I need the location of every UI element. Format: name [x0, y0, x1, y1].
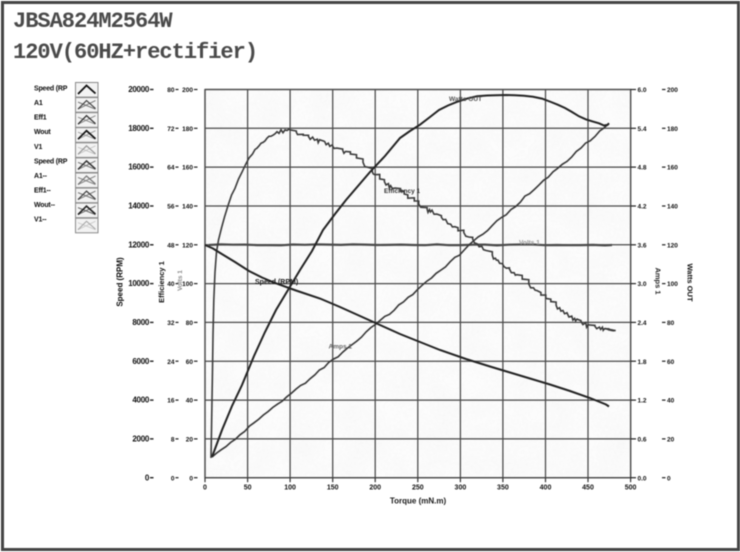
svg-text:48: 48	[167, 242, 175, 249]
svg-text:V1--: V1--	[34, 217, 47, 224]
svg-text:Wout--: Wout--	[34, 202, 56, 209]
svg-text:Amps 1: Amps 1	[654, 267, 663, 294]
svg-text:200: 200	[182, 87, 193, 94]
svg-text:12000: 12000	[128, 240, 150, 249]
svg-text:Torque (mN.m): Torque (mN.m)	[390, 497, 447, 506]
svg-text:0: 0	[171, 475, 175, 482]
svg-text:10000: 10000	[128, 279, 150, 288]
svg-text:Efficiency 1: Efficiency 1	[157, 261, 166, 303]
svg-text:0: 0	[145, 473, 150, 482]
svg-text:8000: 8000	[132, 318, 149, 327]
svg-text:1.8: 1.8	[638, 359, 647, 366]
svg-text:40: 40	[186, 398, 194, 405]
svg-text:20000: 20000	[128, 85, 150, 94]
svg-text:3.0: 3.0	[638, 281, 647, 288]
svg-text:Volts 1: Volts 1	[177, 270, 184, 291]
svg-text:180: 180	[182, 126, 193, 133]
svg-text:140: 140	[667, 204, 678, 211]
svg-text:Eff1--: Eff1--	[34, 188, 52, 195]
svg-text:100: 100	[182, 281, 193, 288]
svg-text:2000: 2000	[132, 435, 149, 444]
svg-text:0: 0	[189, 475, 193, 482]
svg-text:4.8: 4.8	[638, 165, 647, 172]
svg-text:32: 32	[167, 320, 175, 327]
svg-text:200: 200	[667, 87, 678, 94]
svg-text:Watts OUT: Watts OUT	[686, 263, 695, 301]
svg-text:1.2: 1.2	[638, 398, 647, 405]
svg-text:Eff1: Eff1	[34, 115, 47, 122]
svg-text:24: 24	[167, 359, 175, 366]
svg-text:140: 140	[182, 204, 193, 211]
svg-text:80: 80	[167, 87, 175, 94]
svg-text:20: 20	[186, 437, 194, 444]
svg-text:4000: 4000	[132, 396, 149, 405]
svg-text:0.6: 0.6	[638, 437, 647, 444]
svg-text:5.4: 5.4	[638, 126, 647, 133]
svg-text:120: 120	[667, 242, 678, 249]
svg-text:8: 8	[171, 437, 175, 444]
svg-text:64: 64	[167, 165, 175, 172]
svg-text:160: 160	[182, 165, 193, 172]
svg-text:V1: V1	[34, 144, 42, 151]
svg-text:Wout: Wout	[34, 129, 51, 136]
svg-text:40: 40	[167, 281, 175, 288]
svg-text:180: 180	[667, 126, 678, 133]
svg-text:200: 200	[369, 485, 381, 492]
svg-text:14000: 14000	[128, 202, 150, 211]
svg-text:300: 300	[455, 485, 467, 492]
svg-text:60: 60	[667, 359, 675, 366]
svg-text:Speed (RP: Speed (RP	[34, 86, 68, 93]
svg-text:72: 72	[167, 126, 175, 133]
svg-text:80: 80	[186, 320, 194, 327]
svg-text:100: 100	[667, 281, 678, 288]
svg-text:500: 500	[625, 485, 637, 492]
svg-text:6.0: 6.0	[638, 87, 647, 94]
svg-text:4.2: 4.2	[638, 204, 647, 211]
svg-text:250: 250	[412, 485, 424, 492]
svg-text:6000: 6000	[132, 357, 149, 366]
svg-text:80: 80	[667, 320, 675, 327]
svg-text:A1: A1	[34, 100, 43, 107]
svg-text:Efficiency 1: Efficiency 1	[384, 188, 421, 195]
svg-text:0: 0	[667, 475, 671, 482]
svg-text:Speed (RPM): Speed (RPM)	[255, 279, 298, 286]
svg-text:160: 160	[667, 165, 678, 172]
svg-text:60: 60	[186, 359, 194, 366]
svg-text:Speed (RPM): Speed (RPM)	[116, 257, 125, 307]
svg-text:400: 400	[540, 485, 552, 492]
svg-text:350: 350	[497, 485, 509, 492]
svg-text:0.0: 0.0	[638, 475, 647, 482]
svg-text:18000: 18000	[128, 124, 150, 133]
svg-text:3.6: 3.6	[638, 242, 647, 249]
svg-text:Amps 1: Amps 1	[329, 344, 353, 351]
svg-text:40: 40	[667, 398, 675, 405]
svg-text:Volts 1: Volts 1	[519, 240, 540, 247]
svg-text:20: 20	[667, 437, 675, 444]
svg-text:50: 50	[244, 485, 252, 492]
svg-text:100: 100	[284, 485, 296, 492]
svg-text:2.4: 2.4	[638, 320, 647, 327]
svg-text:56: 56	[167, 204, 175, 211]
svg-text:0: 0	[203, 485, 207, 492]
svg-text:A1--: A1--	[34, 173, 48, 180]
svg-text:Watts OUT: Watts OUT	[449, 96, 482, 103]
svg-text:16: 16	[167, 398, 175, 405]
svg-text:120: 120	[182, 242, 193, 249]
svg-text:450: 450	[582, 485, 594, 492]
svg-text:150: 150	[327, 485, 339, 492]
svg-text:16000: 16000	[128, 163, 150, 172]
svg-text:Speed (RP: Speed (RP	[34, 158, 68, 165]
